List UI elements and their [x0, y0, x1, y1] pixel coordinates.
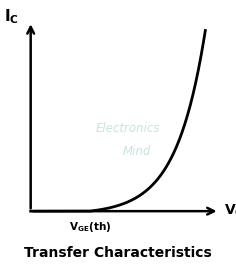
Text: Transfer Characteristics: Transfer Characteristics: [24, 246, 212, 260]
Text: $\mathbf{I_C}$: $\mathbf{I_C}$: [4, 8, 19, 26]
Text: Mind: Mind: [123, 145, 151, 158]
Text: Electronics: Electronics: [95, 122, 160, 135]
Text: $\mathbf{V_{GE}(th)}$: $\mathbf{V_{GE}(th)}$: [68, 220, 111, 234]
Text: $\mathbf{V_{GE}}$: $\mathbf{V_{GE}}$: [224, 203, 236, 219]
